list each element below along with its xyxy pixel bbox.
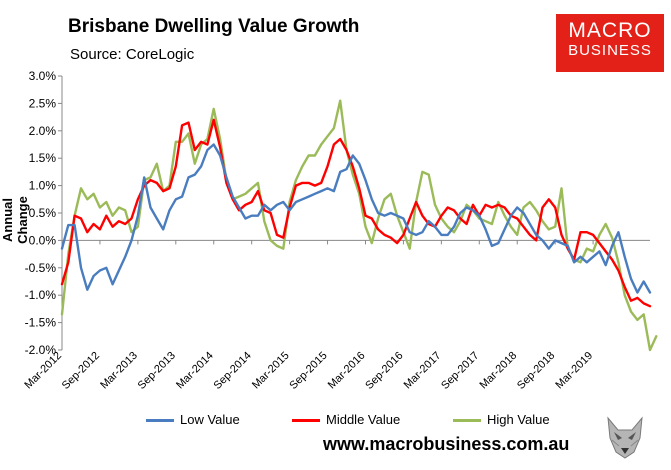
y-tick-label: 0.5% bbox=[29, 206, 57, 220]
x-tick-label: Sep-2015 bbox=[287, 350, 329, 392]
y-tick-label: 1.5% bbox=[29, 151, 57, 165]
legend-item-low: Low Value bbox=[146, 412, 240, 427]
series-line-low bbox=[60, 143, 652, 294]
y-tick-label: -1.0% bbox=[25, 288, 57, 302]
x-tick-label: Mar-2014 bbox=[174, 350, 216, 392]
y-tick-label: -0.5% bbox=[25, 261, 57, 275]
y-tick-labels: 3.0% 2.5% 2.0% 1.5% 1.0% 0.5% 0.0% -0.5% -1.0% -1… bbox=[25, 69, 57, 357]
y-tick-label: 0.0% bbox=[29, 233, 57, 247]
logo-line-1: MACRO bbox=[568, 19, 652, 42]
legend-label-low: Low Value bbox=[180, 412, 240, 427]
legend-label-middle: Middle Value bbox=[326, 412, 401, 427]
x-tick-label: Mar-2019 bbox=[553, 350, 595, 392]
y-tick-label: -2.0% bbox=[25, 343, 57, 357]
series-line-middle bbox=[60, 118, 652, 308]
y-tick-label: -1.5% bbox=[25, 316, 57, 330]
chart-source: Source: CoreLogic bbox=[70, 46, 195, 63]
y-tick-label: 2.0% bbox=[29, 124, 57, 138]
legend-swatch-low bbox=[146, 419, 174, 423]
chart-axes bbox=[58, 75, 650, 351]
x-tick-label: Sep-2013 bbox=[136, 350, 178, 392]
legend-swatch-high bbox=[453, 419, 481, 423]
legend-swatch-middle bbox=[292, 419, 320, 423]
chart-series bbox=[60, 99, 658, 352]
y-tick-label: 2.5% bbox=[29, 96, 57, 110]
chart-title: Brisbane Dwelling Value Growth bbox=[68, 16, 360, 37]
x-tick-label: Mar-2016 bbox=[326, 350, 368, 392]
logo-line-2: BUSINESS bbox=[568, 42, 652, 59]
y-tick-label: 1.0% bbox=[29, 179, 57, 193]
legend-label-high: High Value bbox=[487, 412, 550, 427]
x-tick-label: Sep-2012 bbox=[60, 350, 102, 392]
y-tick-label: 3.0% bbox=[29, 69, 57, 83]
x-tick-labels: Mar-2012Sep-2012Mar-2013Sep-2013Mar-2014… bbox=[22, 350, 595, 392]
wolf-icon bbox=[607, 416, 643, 459]
x-tick-label: Sep-2014 bbox=[212, 350, 254, 392]
x-tick-label: Sep-2016 bbox=[363, 350, 405, 392]
x-tick-label: Sep-2017 bbox=[439, 350, 481, 392]
x-tick-label: Mar-2017 bbox=[402, 350, 444, 392]
macrobusiness-logo: MACRO BUSINESS bbox=[556, 14, 664, 72]
x-tick-label: Mar-2015 bbox=[250, 350, 292, 392]
website-url: www.macrobusiness.com.au bbox=[323, 434, 570, 454]
x-tick-label: Mar-2018 bbox=[478, 350, 520, 392]
series-line-high bbox=[60, 99, 658, 352]
x-tick-label: Mar-2013 bbox=[98, 350, 140, 392]
x-tick-label: Sep-2018 bbox=[515, 350, 557, 392]
legend-item-high: High Value bbox=[453, 412, 550, 427]
legend-item-middle: Middle Value bbox=[292, 412, 400, 427]
